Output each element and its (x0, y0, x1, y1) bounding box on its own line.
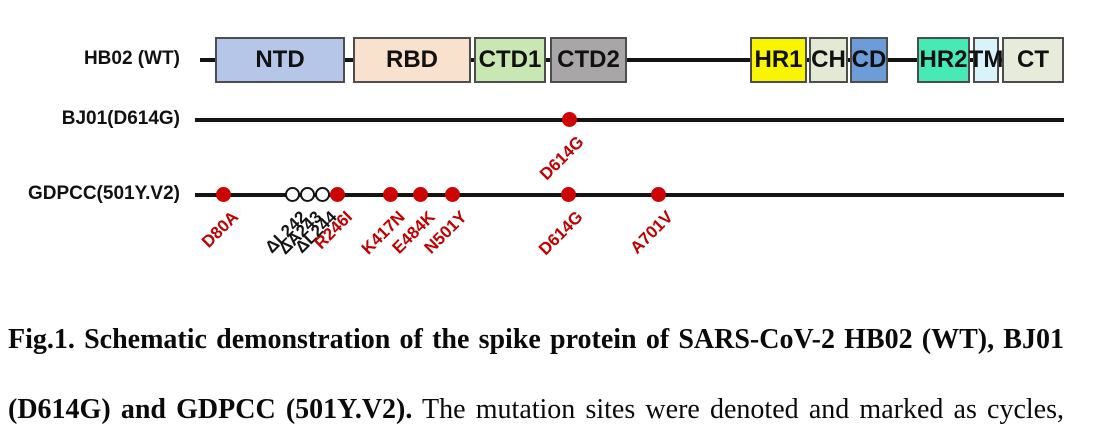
domain-label-ntd: NTD (255, 46, 305, 73)
domain-box-cd: CD (850, 37, 888, 83)
protein-backbone-line-gdpcc (195, 193, 1064, 197)
caption-line-1: Fig.1. Schematic demonstration of the sp… (8, 322, 1064, 358)
domain-label-tm: TM (968, 46, 1004, 73)
mutation-dot-n501y (445, 187, 460, 202)
domain-label-rbd: RBD (386, 46, 438, 73)
domain-label-ct: CT (1017, 46, 1049, 73)
caption-line-2: (D614G) and GDPCC (501Y.V2). The mutatio… (8, 392, 1064, 428)
caption-line-2-regular: The mutation sites were denoted and mark… (412, 394, 1065, 425)
deletion-circle-l242 (285, 187, 300, 202)
domain-label-ctd2: CTD2 (557, 46, 620, 73)
domain-box-tm: TM (969, 37, 1003, 83)
row-label-bj01: BJ01(D614G) (61, 108, 180, 130)
protein-backbone-line-hb02 (200, 58, 1064, 62)
domain-box-ctd2: CTD2 (550, 37, 627, 83)
mutation-dot-d614g (561, 187, 576, 202)
mutation-dot-r246i (330, 187, 345, 202)
domain-box-hr2: HR2 (917, 37, 970, 83)
mutation-dot-k417n (383, 187, 398, 202)
domain-box-hr1: HR1 (750, 37, 807, 83)
protein-backbone-line-bj01 (195, 118, 1064, 122)
domain-label-ctd1: CTD1 (478, 46, 542, 73)
mutation-dot-e484k (413, 187, 428, 202)
row-label-gdpcc: GDPCC(501Y.V2) (27, 183, 180, 205)
row-label-hb02-wt: HB02 (WT) (83, 48, 180, 70)
domain-box-rbd: RBD (353, 37, 471, 83)
mutation-dot-bj01-d614g (562, 112, 577, 127)
domain-box-ctd1: CTD1 (474, 37, 546, 83)
domain-label-hr2: HR2 (919, 46, 968, 73)
domain-label-hr1: HR1 (754, 46, 803, 73)
domain-box-ct: CT (1002, 37, 1064, 83)
domain-box-ch: CH (809, 37, 848, 83)
deletion-circle-l244 (315, 187, 330, 202)
caption-line-1-bold: Fig.1. Schematic demonstration of the sp… (8, 324, 1064, 355)
mutation-dot-d80a (216, 187, 231, 202)
figure-caption: Fig.1. Schematic demonstration of the sp… (8, 0, 1064, 447)
domain-label-cd: CD (851, 46, 887, 73)
domain-box-ntd: NTD (215, 37, 345, 83)
mutation-dot-a701v (651, 187, 666, 202)
caption-line-2-bold: (D614G) and GDPCC (501Y.V2). (8, 394, 413, 425)
deletion-circle-a243 (300, 187, 315, 202)
domain-label-ch: CH (811, 46, 846, 73)
